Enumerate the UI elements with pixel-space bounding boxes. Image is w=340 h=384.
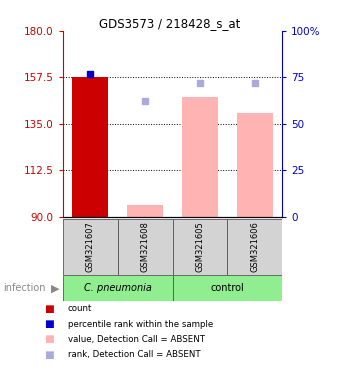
Text: ■: ■ [44, 350, 54, 360]
Text: ■: ■ [44, 304, 54, 314]
Bar [182, 97, 218, 217]
Text: ▶: ▶ [51, 283, 60, 293]
Text: infection: infection [3, 283, 46, 293]
Bar [237, 114, 273, 217]
Text: ■: ■ [44, 319, 54, 329]
Text: rank, Detection Call = ABSENT: rank, Detection Call = ABSENT [68, 350, 201, 359]
Bar [63, 275, 173, 301]
Bar [63, 219, 118, 275]
Text: C. pneumonia: C. pneumonia [84, 283, 152, 293]
Text: count: count [68, 304, 92, 313]
Text: GSM321605: GSM321605 [195, 221, 204, 272]
Bar [72, 77, 108, 217]
Bar [227, 219, 282, 275]
Bar [173, 275, 282, 301]
Text: value, Detection Call = ABSENT: value, Detection Call = ABSENT [68, 335, 205, 344]
Text: percentile rank within the sample: percentile rank within the sample [68, 319, 213, 329]
Text: GSM321606: GSM321606 [250, 221, 259, 272]
Text: ■: ■ [44, 334, 54, 344]
Bar [127, 205, 163, 217]
Text: GDS3573 / 218428_s_at: GDS3573 / 218428_s_at [99, 17, 241, 30]
Text: GSM321607: GSM321607 [86, 221, 95, 272]
Text: GSM321608: GSM321608 [141, 221, 150, 272]
Bar [118, 219, 173, 275]
Bar [173, 219, 227, 275]
Text: control: control [210, 283, 244, 293]
